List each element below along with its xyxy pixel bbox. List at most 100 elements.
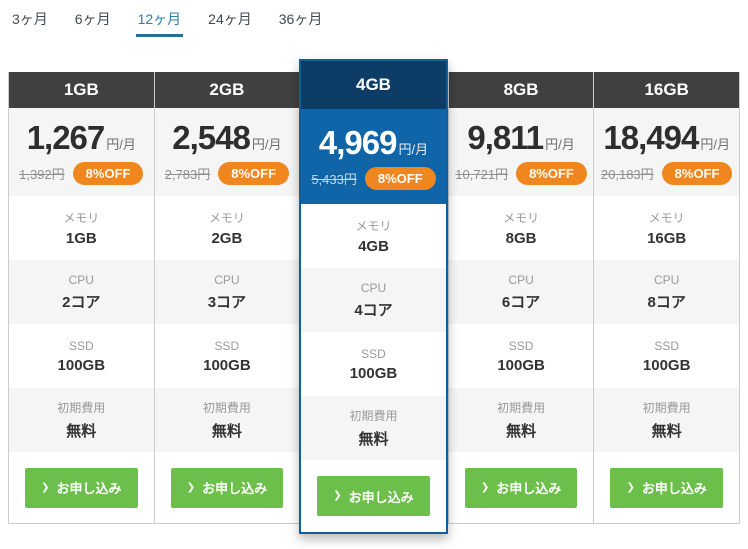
spec-row: CPU 2コア (9, 260, 154, 324)
spec-value: 1GB (65, 230, 97, 247)
spec-row: メモリ 1GB (9, 196, 154, 260)
plan-price-area: 18,494 円/月 20,183円 8%OFF (594, 108, 739, 196)
apply-button[interactable]: ❯ お申し込み (610, 467, 724, 508)
spec-label: CPU (360, 280, 387, 295)
spec-value: 4GB (358, 238, 389, 255)
spec-row: メモリ 16GB (594, 196, 739, 260)
apply-row: ❯ お申し込み (448, 452, 594, 523)
plan-price: 2,548 (172, 119, 251, 156)
spec-value: 2GB (211, 230, 243, 247)
apply-button[interactable]: ❯ お申し込み (170, 467, 284, 508)
plan-price: 4,969 (318, 123, 398, 161)
plan-name: 2GB (154, 72, 300, 108)
spec-row: 初期費用 無料 (448, 388, 594, 452)
plan-specs: メモリ 16GB CPU 8コア SSD 100GB 初期費用 無料 (594, 196, 739, 452)
spec-value: 3コア (207, 293, 247, 311)
chevron-right-icon: ❯ (480, 481, 490, 493)
spec-label: 初期費用 (497, 401, 546, 415)
spec-value: 100GB (349, 364, 398, 382)
plan-name: 16GB (594, 72, 739, 108)
spec-label: CPU (68, 272, 94, 287)
discount-badge: 8%OFF (364, 166, 436, 190)
spec-row: 初期費用 無料 (301, 396, 446, 460)
apply-row: ❯ お申し込み (594, 452, 739, 523)
spec-label: メモリ (355, 219, 392, 233)
discount-badge: 8%OFF (516, 162, 587, 185)
apply-button[interactable]: ❯ お申し込み (464, 467, 578, 508)
spec-row: CPU 8コア (594, 260, 739, 324)
spec-value: 16GB (647, 230, 687, 247)
discount-badge: 8%OFF (218, 162, 290, 185)
period-tabs: 3ヶ月 6ヶ月 12ヶ月 24ヶ月 36ヶ月 (10, 8, 740, 37)
plan-price: 1,267 (26, 119, 106, 156)
plan-column: 1GB 1,267 円/月 1,392円 8%OFF メモリ 1GB CPU 2… (8, 72, 154, 524)
spec-value: 無料 (66, 423, 97, 440)
apply-button-label: お申し込み (56, 481, 122, 496)
discount-line: 20,183円 8%OFF (601, 162, 733, 185)
plan-price-unit: 円/月 (251, 137, 282, 152)
plan-price-area: 1,267 円/月 1,392円 8%OFF (9, 108, 154, 196)
apply-button[interactable]: ❯ お申し込み (24, 467, 138, 508)
chevron-right-icon: ❯ (626, 481, 635, 493)
tab-period[interactable]: 3ヶ月 (10, 8, 50, 34)
plan-column: 4GB 4,969 円/月 5,433円 8%OFF メモリ 4GB CPU 4… (299, 59, 448, 534)
spec-row: 初期費用 無料 (154, 388, 300, 452)
spec-row: 初期費用 無料 (9, 388, 154, 452)
plan-specs: メモリ 1GB CPU 2コア SSD 100GB 初期費用 無料 (9, 196, 154, 452)
spec-label: SSD (68, 338, 94, 353)
spec-row: メモリ 4GB (301, 204, 446, 268)
spec-label: メモリ (208, 211, 245, 225)
pricing-table: 1GB 1,267 円/月 1,392円 8%OFF メモリ 1GB CPU 2… (8, 59, 740, 534)
spec-label: CPU (508, 272, 534, 287)
plan-specs: メモリ 4GB CPU 4コア SSD 100GB 初期費用 無料 (301, 204, 446, 460)
spec-value: 8コア (647, 293, 686, 311)
plan-specs: メモリ 8GB CPU 6コア SSD 100GB 初期費用 無料 (448, 196, 594, 452)
apply-row: ❯ お申し込み (9, 452, 154, 523)
plan-name: 4GB (301, 61, 446, 109)
plan-price-unit: 円/月 (545, 137, 575, 152)
plan-name: 1GB (9, 72, 154, 108)
tab-period[interactable]: 24ヶ月 (206, 8, 254, 34)
spec-row: CPU 4コア (301, 268, 446, 332)
discount-badge: 8%OFF (661, 162, 733, 185)
spec-row: SSD 100GB (301, 332, 446, 396)
plan-old-price: 5,433円 (311, 171, 357, 187)
discount-line: 10,721円 8%OFF (455, 162, 587, 185)
spec-row: SSD 100GB (594, 324, 739, 388)
apply-button-label: お申し込み (202, 481, 268, 496)
spec-row: メモリ 8GB (448, 196, 594, 260)
apply-button-label: お申し込み (496, 481, 562, 496)
spec-value: 8GB (505, 230, 537, 247)
plan-old-price: 2,783円 (164, 167, 211, 182)
tab-period[interactable]: 12ヶ月 (135, 8, 184, 37)
chevron-right-icon: ❯ (41, 481, 50, 493)
plan-column: 8GB 9,811 円/月 10,721円 8%OFF メモリ 8GB CPU … (447, 72, 594, 524)
apply-button[interactable]: ❯ お申し込み (317, 476, 430, 516)
discount-line: 2,783円 8%OFF (164, 162, 290, 185)
spec-label: 初期費用 (642, 401, 691, 415)
spec-value: 無料 (506, 423, 537, 440)
plan-column: 16GB 18,494 円/月 20,183円 8%OFF メモリ 16GB C… (593, 72, 740, 524)
spec-row: SSD 100GB (154, 324, 300, 388)
tab-period[interactable]: 6ヶ月 (73, 8, 113, 34)
spec-value: 無料 (651, 423, 682, 440)
price-line: 2,548 円/月 (172, 119, 281, 157)
spec-label: 初期費用 (57, 401, 106, 415)
spec-value: 4コア (354, 301, 393, 319)
spec-label: CPU (654, 272, 680, 287)
plan-price-unit: 円/月 (106, 137, 136, 152)
plan-column: 2GB 2,548 円/月 2,783円 8%OFF メモリ 2GB CPU 3… (153, 72, 300, 524)
plan-price-area: 2,548 円/月 2,783円 8%OFF (154, 108, 300, 196)
spec-row: SSD 100GB (448, 324, 594, 388)
discount-line: 1,392円 8%OFF (19, 162, 144, 185)
spec-value: 100GB (497, 356, 545, 374)
price-line: 4,969 円/月 (319, 124, 428, 162)
plan-price-unit: 円/月 (700, 137, 730, 152)
chevron-right-icon: ❯ (186, 481, 196, 493)
chevron-right-icon: ❯ (333, 490, 342, 501)
tab-period[interactable]: 36ヶ月 (277, 8, 325, 34)
price-line: 18,494 円/月 (603, 119, 730, 157)
plan-price-unit: 円/月 (398, 141, 429, 157)
spec-label: SSD (361, 346, 386, 361)
